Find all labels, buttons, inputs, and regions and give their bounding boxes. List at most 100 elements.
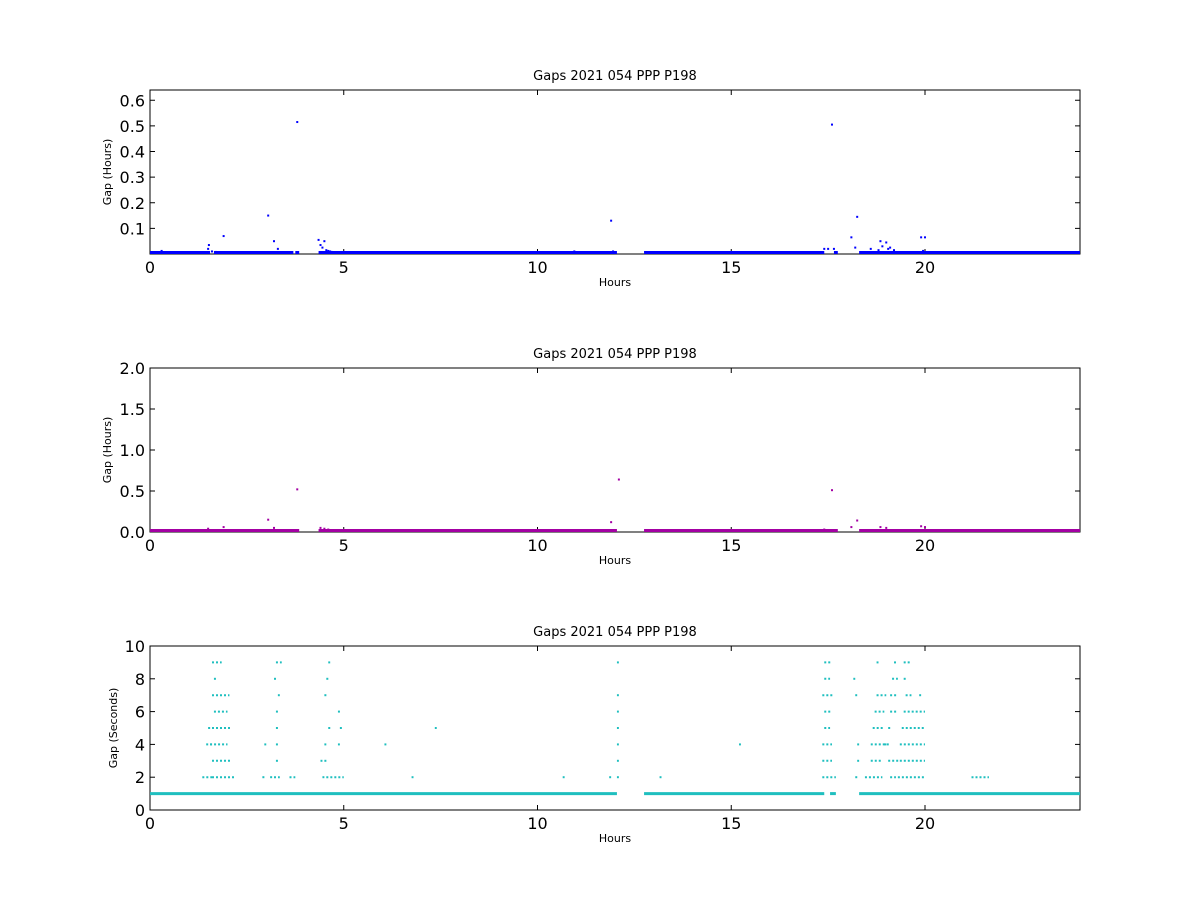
- data-point: [160, 249, 163, 252]
- data-point: [823, 528, 826, 531]
- data-point: [296, 121, 299, 124]
- y-tick-label: 0.4: [120, 143, 145, 162]
- subplot-middle: Gaps 2021 054 PPP P198 Hours Gap (Hours)…: [101, 347, 1081, 567]
- data-point: [325, 249, 328, 252]
- x-tick-label: 5: [339, 814, 349, 833]
- plot-frame: [149, 367, 1081, 533]
- chart-title: Gaps 2021 054 PPP P198: [533, 69, 697, 84]
- data-point: [214, 250, 217, 253]
- data-point: [329, 250, 332, 253]
- data-point: [889, 246, 892, 249]
- data-point: [823, 247, 826, 250]
- data-point: [267, 214, 270, 217]
- data-point: [879, 240, 882, 243]
- data-point: [331, 250, 334, 253]
- y-tick-label: 2: [135, 768, 145, 787]
- x-tick-label: 10: [527, 258, 547, 277]
- x-axis-label: Hours: [599, 554, 631, 567]
- y-tick-label: 4: [135, 735, 145, 754]
- data-point: [850, 236, 853, 239]
- x-axis-label: Hours: [599, 276, 631, 289]
- data-point: [211, 250, 213, 253]
- data-point: [323, 240, 326, 243]
- data-point: [887, 247, 890, 250]
- x-tick-label: 20: [915, 814, 935, 833]
- data-point: [296, 488, 299, 491]
- data-point: [881, 245, 884, 248]
- data-point: [877, 249, 880, 252]
- y-tick-label: 0.1: [120, 219, 145, 238]
- data-point: [922, 249, 925, 252]
- data-point: [879, 526, 882, 529]
- data-point: [319, 244, 322, 247]
- data-point: [869, 247, 872, 250]
- x-tick-label: 0: [145, 536, 155, 555]
- y-tick-label: 8: [135, 670, 145, 689]
- y-tick-label: 0.5: [120, 482, 145, 501]
- data-point: [327, 249, 330, 252]
- y-tick-label: 2.0: [120, 359, 145, 378]
- x-tick-label: 15: [721, 258, 741, 277]
- data-point: [222, 235, 225, 238]
- data-point: [207, 527, 210, 530]
- data-point: [610, 219, 613, 222]
- data-point: [920, 236, 923, 239]
- y-axis-label: Gap (Seconds): [107, 688, 120, 769]
- y-tick-label: 0.2: [120, 194, 145, 213]
- y-tick-label: 0.6: [120, 91, 145, 110]
- y-tick-label: 6: [135, 703, 145, 722]
- data-point: [273, 240, 275, 243]
- data-point: [617, 478, 620, 481]
- x-tick-label: 0: [145, 814, 155, 833]
- plot-frame: [149, 645, 1081, 811]
- data-point: [327, 528, 330, 531]
- data-point: [827, 247, 830, 250]
- data-point: [831, 123, 833, 126]
- y-axis-label: Gap (Hours): [101, 417, 114, 484]
- x-tick-label: 15: [721, 536, 741, 555]
- data-point: [273, 526, 275, 529]
- data-point: [924, 236, 926, 239]
- x-tick-label: 5: [339, 536, 349, 555]
- data-point: [832, 247, 835, 250]
- x-axis-label: Hours: [599, 832, 631, 845]
- data-point: [831, 489, 833, 492]
- data-point: [319, 526, 322, 529]
- data-point: [610, 521, 613, 524]
- x-tick-label: 20: [915, 258, 935, 277]
- y-tick-label: 0: [135, 801, 145, 820]
- y-tick-label: 0.3: [120, 168, 145, 187]
- chart-title: Gaps 2021 054 PPP P198: [533, 347, 697, 362]
- data-point: [321, 246, 324, 249]
- subplot-bottom: Gaps 2021 054 PPP P198 Hours Gap (Second…: [107, 625, 1081, 845]
- data-point: [317, 238, 320, 241]
- x-tick-label: 10: [527, 536, 547, 555]
- x-tick-label: 15: [721, 814, 741, 833]
- data-point: [267, 518, 270, 521]
- y-tick-label: 1.5: [120, 400, 145, 419]
- data-point: [885, 241, 888, 244]
- subplot-top: Gaps 2021 054 PPP P198 Hours Gap (Hours)…: [101, 69, 1081, 289]
- y-tick-label: 1.0: [120, 441, 145, 460]
- chart-title: Gaps 2021 054 PPP P198: [533, 625, 697, 640]
- data-point: [924, 526, 926, 529]
- data-point: [920, 525, 923, 528]
- data-point: [222, 526, 225, 529]
- data-point: [893, 249, 895, 252]
- y-tick-label: 0.0: [120, 523, 145, 542]
- x-tick-label: 10: [527, 814, 547, 833]
- data-point: [856, 519, 859, 522]
- data-point: [573, 250, 576, 253]
- data-point: [850, 526, 853, 529]
- data-point: [885, 526, 888, 529]
- data-point: [612, 250, 615, 253]
- data-point: [854, 246, 857, 249]
- data-point: [856, 215, 859, 218]
- data-point: [207, 244, 210, 247]
- x-tick-label: 5: [339, 258, 349, 277]
- data-point: [323, 527, 326, 530]
- plot-frame: [149, 89, 1081, 255]
- data-point: [276, 247, 279, 250]
- data-point: [207, 247, 210, 250]
